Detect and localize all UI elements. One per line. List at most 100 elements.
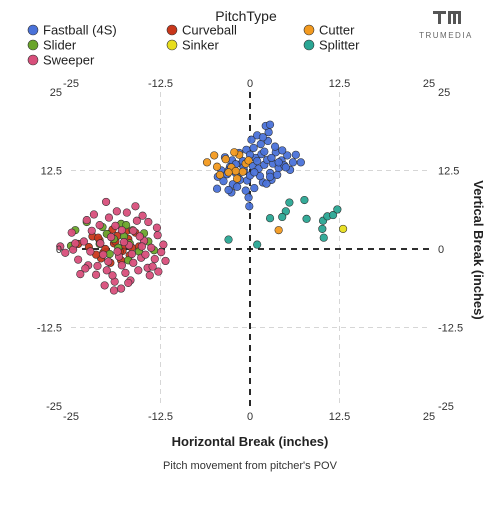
legend-swatch xyxy=(303,39,315,51)
data-point xyxy=(157,248,166,257)
data-point xyxy=(113,247,122,256)
legend-label: Cutter xyxy=(319,23,355,38)
data-point xyxy=(281,163,290,172)
legend-swatch xyxy=(27,24,39,36)
x-tick-label-top: -25 xyxy=(63,78,79,90)
data-point xyxy=(104,213,114,222)
data-point xyxy=(221,155,230,164)
x-tick-label-bottom: -12.5 xyxy=(148,411,173,423)
legend-swatch xyxy=(166,24,178,36)
data-point xyxy=(102,197,111,206)
data-point xyxy=(270,142,280,151)
data-point xyxy=(109,286,119,295)
data-point xyxy=(278,146,287,155)
data-point xyxy=(91,270,101,279)
data-point xyxy=(244,156,253,165)
y-tick-label-left: -12.5 xyxy=(37,323,62,335)
data-point xyxy=(288,158,298,167)
y-tick-label-right: -12.5 xyxy=(438,323,463,335)
data-point xyxy=(100,281,109,290)
y-tick-label-left: 12.5 xyxy=(41,166,62,178)
y-axis-title: Vertical Break (inches) xyxy=(471,180,486,319)
legend-label: Curveball xyxy=(182,23,237,38)
data-point xyxy=(291,150,300,159)
legend-label: Fastball (4S) xyxy=(43,23,117,38)
data-point xyxy=(159,240,168,249)
data-point xyxy=(253,157,262,166)
data-point xyxy=(202,158,212,167)
data-point xyxy=(117,226,126,235)
data-point xyxy=(134,266,143,275)
data-point xyxy=(250,184,259,193)
data-point xyxy=(144,217,153,227)
axes: Horizontal Break (inches) Vertical Break… xyxy=(37,78,486,472)
x-tick-label-bottom: 25 xyxy=(423,411,435,423)
data-point xyxy=(300,195,309,205)
y-tick-label-right: 12.5 xyxy=(438,166,459,178)
data-point xyxy=(129,258,138,267)
data-point xyxy=(124,278,133,287)
legend-swatch xyxy=(27,54,39,66)
data-point xyxy=(230,148,239,157)
brand-logo: TRUMEDIA xyxy=(419,11,473,40)
data-point xyxy=(122,208,131,217)
data-point xyxy=(285,198,294,207)
brand-name: TRUMEDIA xyxy=(419,31,473,40)
data-point xyxy=(245,202,254,211)
legend-title: PitchType xyxy=(215,8,277,24)
data-point xyxy=(108,271,117,280)
y-tick-label-right: 0 xyxy=(438,244,444,256)
x-tick-label-bottom: -25 xyxy=(63,411,79,423)
data-point xyxy=(79,237,88,246)
legend-swatch xyxy=(303,24,315,36)
data-point xyxy=(67,228,76,237)
legend-label: Sweeper xyxy=(43,53,95,68)
y-tick-label-left: -25 xyxy=(46,401,62,413)
data-point xyxy=(212,162,222,171)
data-point xyxy=(132,216,141,225)
data-point xyxy=(119,238,129,247)
data-point xyxy=(95,221,104,230)
data-point xyxy=(265,172,275,181)
data-point xyxy=(274,226,283,235)
chart-caption: Pitch movement from pitcher's POV xyxy=(163,460,338,472)
data-point xyxy=(224,168,233,177)
x-tick-label-top: 25 xyxy=(423,78,435,90)
data-point xyxy=(135,232,144,241)
data-point xyxy=(328,211,338,220)
data-point xyxy=(233,182,242,191)
data-point xyxy=(249,143,258,152)
data-point xyxy=(99,250,108,259)
data-point xyxy=(258,133,267,142)
data-point xyxy=(241,186,250,195)
data-point xyxy=(112,207,121,216)
x-tick-label-bottom: 0 xyxy=(247,411,253,423)
data-point xyxy=(224,235,233,244)
legend-swatch xyxy=(27,39,39,51)
data-point xyxy=(260,147,269,156)
data-point xyxy=(256,140,265,149)
data-point xyxy=(89,210,98,219)
data-point xyxy=(141,250,150,259)
data-point xyxy=(319,233,328,242)
data-point xyxy=(339,224,348,233)
data-point xyxy=(265,120,275,129)
data-point xyxy=(131,202,140,211)
y-tick-label-right: -25 xyxy=(438,401,454,413)
data-point xyxy=(262,179,271,188)
data-point xyxy=(93,261,102,271)
x-tick-label-top: -12.5 xyxy=(148,78,173,90)
data-point xyxy=(150,254,159,264)
data-point xyxy=(102,266,111,275)
data-point xyxy=(86,247,95,256)
data-point xyxy=(224,185,233,195)
data-point xyxy=(215,170,225,179)
x-tick-label-top: 0 xyxy=(247,78,253,90)
x-tick-label-bottom: 12.5 xyxy=(329,411,350,423)
data-point xyxy=(145,271,154,280)
data-point xyxy=(161,256,170,266)
data-point xyxy=(74,255,83,264)
data-point xyxy=(302,214,311,223)
data-point xyxy=(117,284,126,293)
